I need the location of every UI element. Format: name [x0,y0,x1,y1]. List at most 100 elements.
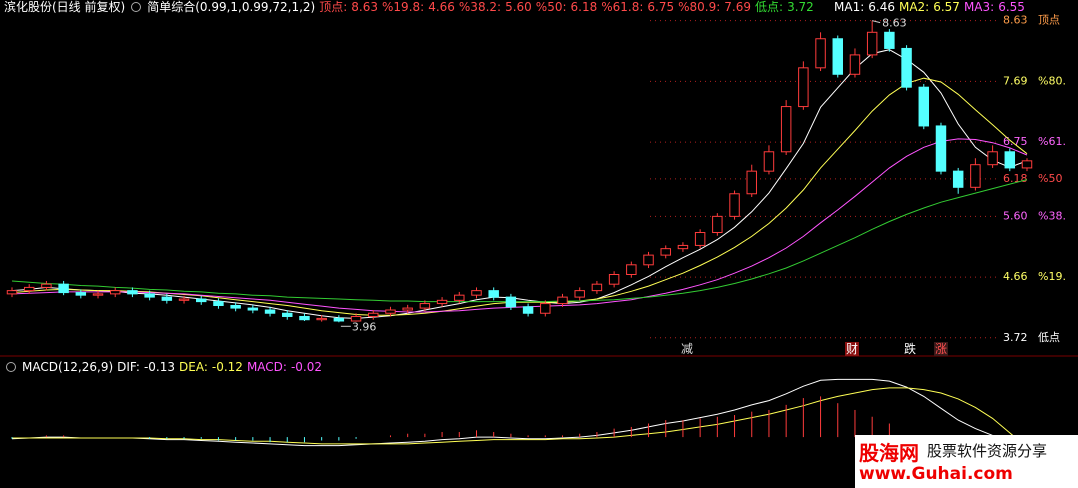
level-value: 5.60 [505,0,532,14]
ma-line [11,49,1028,319]
level-axis-name: %19. [1038,270,1066,283]
macd-header: MACD(12,26,9) DIF: -0.13 DEA: -0.12 MACD: -0.… [4,360,322,374]
candle-body [832,38,843,75]
candle-body [58,283,69,294]
candle-body [1004,151,1016,169]
candle-body [763,151,775,172]
level-name: %50: [535,0,567,14]
candle-body [127,290,138,295]
level-name: %61.8: [601,0,644,14]
legend-value: 6.57 [933,0,960,14]
candle-body [178,298,190,301]
indicator-icon [6,362,16,372]
candle-body [350,315,362,322]
legend-name: MA1: [834,0,865,14]
level-axis-name: %61. [1038,135,1066,148]
event-marker[interactable]: 财 [845,342,860,356]
watermark-slogan: 股票软件资源分享 [927,442,1048,460]
ma-legend: MA1: 6.46 MA2: 6.57 MA3: 6.55 [834,0,1025,14]
ma-line [11,138,1028,313]
level-axis-value: 6.18 [1003,172,1028,185]
ma-line [11,179,1028,303]
peak-label: 8.63 [882,17,907,30]
candle-body [677,244,689,250]
event-marker[interactable]: 减 [681,342,694,356]
level-value: 4.66 [428,0,455,14]
candle-body [41,283,52,288]
candle-body [282,312,293,317]
legend-value: -0.12 [211,360,243,374]
level-axis-name: 顶点 [1038,14,1060,27]
legend-value: 6.46 [868,0,895,14]
level-axis-name: %38. [1038,209,1066,222]
candle-body [230,304,241,309]
watermark-brand: 股海网 [859,441,919,465]
candle-body [608,273,620,285]
level-axis-value: 5.60 [1003,209,1028,222]
candle-body [6,290,18,295]
event-marker[interactable]: 跌 [904,342,917,356]
level-value: 6.18 [570,0,598,14]
event-marker[interactable]: 涨 [934,342,949,356]
level-axis-value: 6.75 [1003,135,1028,148]
candle-body [419,303,431,309]
level-value: 7.69 [724,0,752,14]
legend-name: DEA: [179,360,208,374]
header-row: 滨化股份(日线 前复权) 简单综合(0.99,1,0.99,72,1,2) 顶点… [4,0,814,14]
candle-body [316,317,327,321]
candle-body [161,296,173,301]
candle-body [849,54,861,75]
level-name: %80.9: [678,0,721,14]
candle-body [574,290,585,298]
candle-body [264,309,276,314]
indicator-name: 简单综合(0.99,1,0.99,72,1,2) [147,0,316,14]
level-axis-name: %80. [1038,74,1066,87]
indicator-icon [131,2,142,12]
candle-body [712,215,723,234]
candle-body [694,232,706,246]
candle-body [1021,160,1033,169]
level-axis-value: 4.66 [1003,270,1028,283]
candle-body [591,283,603,292]
candle-body [884,31,895,49]
ma-line [11,77,1028,316]
level-axis-name: %50 [1038,172,1062,185]
candle-body [970,164,981,188]
macd-title: MACD(12,26,9) [22,360,114,374]
candle-body [402,307,413,311]
candle-body [729,193,740,217]
candle-body [196,298,207,303]
level-name: %38.2: [458,0,502,14]
level-name: 顶点: [319,0,348,14]
candle-body [540,303,551,314]
legend-value: 6.55 [998,0,1025,14]
watermark-url: www.Guhai.com [859,464,1013,484]
level-axis-value: 8.63 [1003,14,1028,27]
candle-body [23,286,35,292]
level-axis-value: 3.72 [1003,331,1028,344]
candle-body [746,170,757,195]
peak-pointer [872,20,881,24]
candle-body [299,315,310,321]
legend-name: MA3: [963,0,995,14]
macd-line [11,378,1028,449]
candle-body [368,312,379,317]
candle-body [557,296,568,305]
candle-body [952,170,964,188]
candle-body [522,306,534,314]
candle-body [505,296,517,308]
candle-body [935,125,947,172]
candle-body [866,31,878,56]
level-axis-value: 7.69 [1003,74,1028,87]
watermark: 股海网 www.Guhai.com 股票软件资源分享 [855,435,1078,488]
candle-body [333,317,345,322]
legend-value: -0.02 [290,360,323,374]
candle-body [109,290,121,295]
candle-body [471,290,482,296]
candle-body [798,67,809,108]
candle-body [92,293,104,296]
candle-body [144,293,155,298]
stock-title: 滨化股份(日线 前复权) [4,0,126,14]
legend-name: DIF: [117,360,140,374]
